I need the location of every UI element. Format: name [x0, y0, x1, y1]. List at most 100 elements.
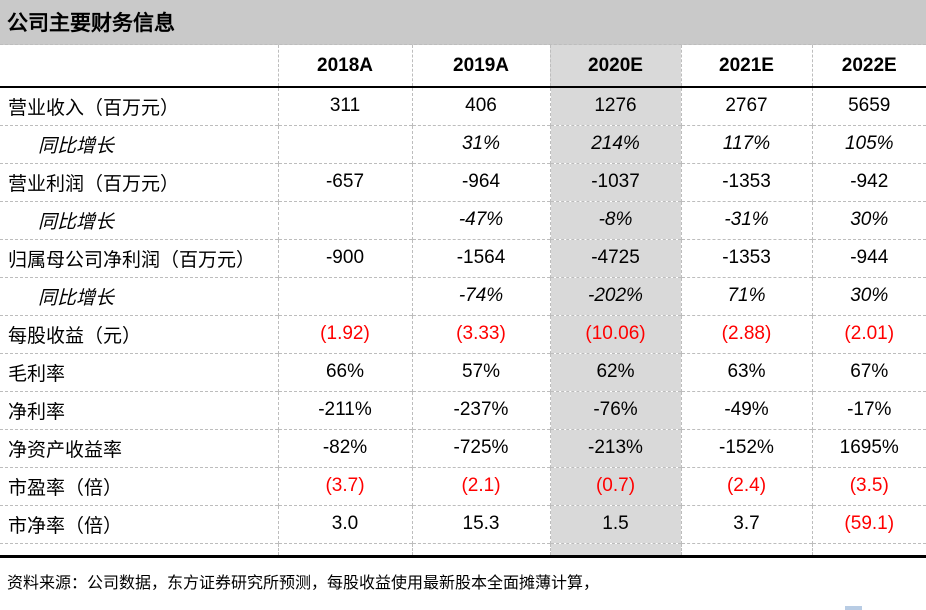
cell: 3.7 [680, 504, 812, 543]
cell: (59.1) [811, 504, 926, 543]
cell: 1.5 [549, 504, 681, 543]
cell: 30% [811, 200, 926, 239]
strip-cell [277, 542, 412, 555]
cell: (2.01) [811, 314, 926, 353]
source-note: 资料来源：公司数据，东方证券研究所预测，每股收益使用最新股本全面摊薄计算， [7, 575, 600, 592]
cell: 5659 [811, 87, 926, 125]
cell: -74% [411, 276, 550, 315]
cell: 63% [680, 352, 812, 391]
table-row: 同比增长 -74% -202% 71% 30% [0, 276, 926, 315]
table-bottom-strip [0, 542, 926, 555]
cell: -1564 [411, 238, 550, 277]
row-label: 归属母公司净利润（百万元） [0, 238, 278, 277]
cell: 105% [811, 124, 926, 163]
table-body: 营业收入（百万元） 311 406 1276 2767 5659 同比增长 31% 214% 11… [0, 87, 926, 555]
cell: -900 [277, 238, 412, 277]
cell [277, 124, 412, 163]
table-row: 净资产收益率 -82% -725% -213% -152% 1695% [0, 428, 926, 467]
strip-cell [549, 542, 681, 555]
cell: 1276 [549, 87, 681, 125]
page-title: 公司主要财务信息 [7, 12, 175, 35]
table-bottom-border [0, 555, 926, 558]
cell: (3.7) [277, 466, 412, 505]
row-label: 净利率 [0, 390, 278, 429]
row-label: 每股收益（元） [0, 314, 278, 353]
cell: -213% [549, 428, 681, 467]
cell: -1037 [549, 162, 681, 201]
cell: 3.0 [277, 504, 412, 543]
table-row: 净利率 -211% -237% -76% -49% -17% [0, 390, 926, 429]
cell: 66% [277, 352, 412, 391]
row-label: 营业利润（百万元） [0, 162, 278, 201]
cell: -202% [549, 276, 681, 315]
cell: 30% [811, 276, 926, 315]
column-header-2021e: 2021E [680, 45, 812, 88]
title-bar: 公司主要财务信息 [0, 0, 926, 45]
cell: -17% [811, 390, 926, 429]
column-header-2019a: 2019A [411, 45, 550, 88]
financial-table: 2018A 2019A 2020E 2021E 2022E 营业收入（百万元） 3… [0, 45, 926, 555]
cell: 214% [549, 124, 681, 163]
row-label: 市盈率（倍） [0, 466, 278, 505]
cell: -237% [411, 390, 550, 429]
cell: (2.1) [411, 466, 550, 505]
cell [277, 200, 412, 239]
cell: (3.5) [811, 466, 926, 505]
row-label: 市净率（倍） [0, 504, 278, 543]
cell: (3.33) [411, 314, 550, 353]
row-label: 同比增长 [0, 276, 278, 315]
row-label: 毛利率 [0, 352, 278, 391]
cell: -944 [811, 238, 926, 277]
cell: 71% [680, 276, 812, 315]
cell: -152% [680, 428, 812, 467]
table-row: 同比增长 -47% -8% -31% 30% [0, 200, 926, 239]
row-label-column-header [0, 45, 278, 88]
cell [277, 276, 412, 315]
cell: -31% [680, 200, 812, 239]
cell: -49% [680, 390, 812, 429]
table-header-row: 2018A 2019A 2020E 2021E 2022E [0, 45, 926, 88]
cell: -8% [549, 200, 681, 239]
cell: (10.06) [549, 314, 681, 353]
row-label: 同比增长 [0, 124, 278, 163]
cell: -76% [549, 390, 681, 429]
cell: -47% [411, 200, 550, 239]
cell: 311 [277, 87, 412, 125]
cell: 117% [680, 124, 812, 163]
table-row: 归属母公司净利润（百万元） -900 -1564 -4725 -1353 -944 [0, 238, 926, 277]
cell: -657 [277, 162, 412, 201]
cell: 2767 [680, 87, 812, 125]
cell: -725% [411, 428, 550, 467]
row-label: 同比增长 [0, 200, 278, 239]
row-label: 净资产收益率 [0, 428, 278, 467]
strip-cell [411, 542, 550, 555]
cell: 15.3 [411, 504, 550, 543]
table-row: 市盈率（倍） (3.7) (2.1) (0.7) (2.4) (3.5) [0, 466, 926, 505]
table-row: 市净率（倍） 3.0 15.3 1.5 3.7 (59.1) [0, 504, 926, 543]
cell: -4725 [549, 238, 681, 277]
table-row: 同比增长 31% 214% 117% 105% [0, 124, 926, 163]
table-row: 毛利率 66% 57% 62% 63% 67% [0, 352, 926, 391]
strip-cell [680, 542, 812, 555]
cell: 31% [411, 124, 550, 163]
column-header-2018a: 2018A [277, 45, 412, 88]
cell: -942 [811, 162, 926, 201]
table-row: 每股收益（元） (1.92) (3.33) (10.06) (2.88) (2.01) [0, 314, 926, 353]
column-header-2020e: 2020E [549, 45, 681, 88]
cell: 57% [411, 352, 550, 391]
cell: -1353 [680, 162, 812, 201]
cell: 62% [549, 352, 681, 391]
cell: (0.7) [549, 466, 681, 505]
cell: -1353 [680, 238, 812, 277]
column-header-2022e: 2022E [811, 45, 926, 88]
table-row: 营业收入（百万元） 311 406 1276 2767 5659 [0, 87, 926, 125]
cell: (1.92) [277, 314, 412, 353]
cell: 67% [811, 352, 926, 391]
bottom-accent-bar [845, 606, 862, 610]
cell: (2.88) [680, 314, 812, 353]
row-label: 营业收入（百万元） [8, 97, 180, 119]
cell: -82% [277, 428, 412, 467]
cell: 1695% [811, 428, 926, 467]
strip-cell [811, 542, 926, 555]
